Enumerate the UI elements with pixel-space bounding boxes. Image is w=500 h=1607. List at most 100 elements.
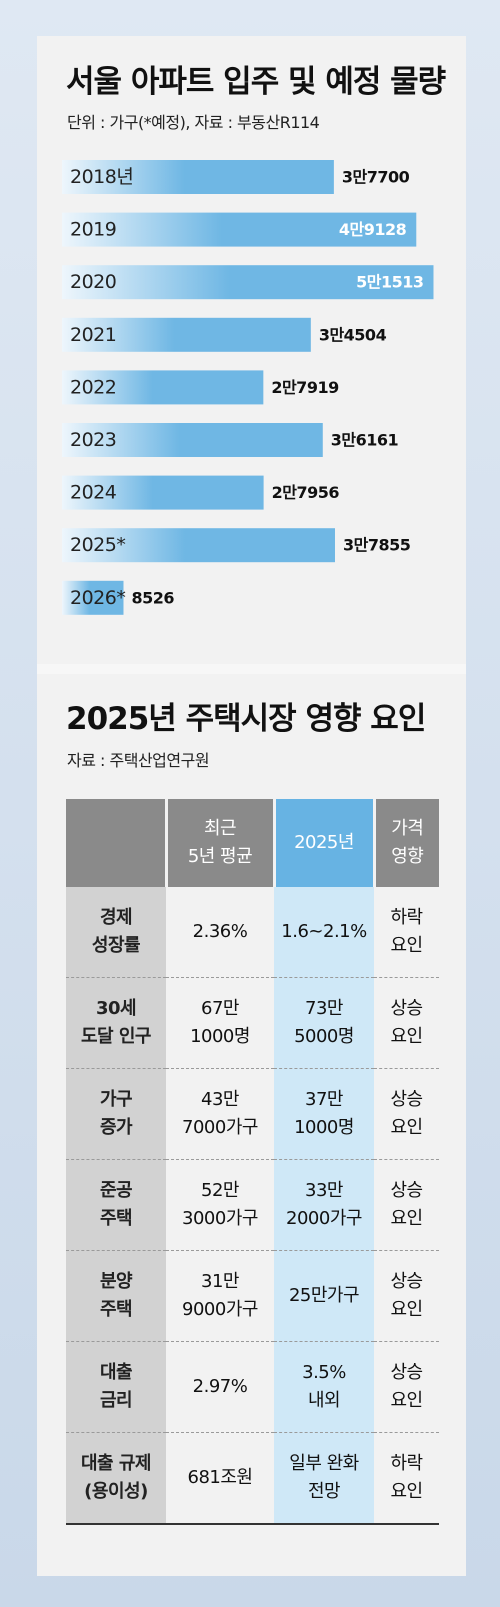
table-cell: 37만 1000명 [274, 1068, 374, 1160]
cell-text: 3.5% [302, 1362, 346, 1383]
value-label: 5만1513 [356, 273, 423, 292]
category-label: 2019 [70, 219, 116, 241]
row-label: 경제 성장률 [66, 887, 166, 978]
cell-text: 33만 [305, 1180, 343, 1201]
table-cell: 일부 완화 전망 [274, 1432, 374, 1524]
cell-text: 도달 인구 [80, 1026, 152, 1047]
cell-text: 상승 [390, 1180, 423, 1201]
value-label: 3만4504 [319, 325, 387, 344]
table-row: 대출 금리 2.97% 3.5% 내외 상승 요인 [66, 1341, 439, 1433]
table-cell: 2.97% [166, 1342, 274, 1433]
table-title: 2025년 주택시장 영향 요인 [66, 701, 426, 737]
bar-3 [62, 317, 311, 352]
cell-text: 67만 [201, 998, 239, 1019]
chart-subtitle: 단위 : 가구(*예정), 자료 : 부동산R114 [67, 113, 320, 132]
cell-text: 요인 [390, 1208, 423, 1229]
cell-text: 37만 [305, 1089, 343, 1110]
table-row: 경제 성장률 2.36% 1.6~2.1% 하락 요인 [66, 887, 439, 978]
value-label: 2만7919 [271, 378, 339, 397]
cell-text: 2.36% [192, 921, 248, 942]
value-label: 8526 [131, 588, 174, 607]
cell-text: 최근 [203, 818, 237, 839]
cell-text: 상승 [390, 1089, 423, 1110]
cell-text: 30세 [95, 998, 137, 1019]
table-cell: 67만 1000명 [166, 978, 274, 1069]
cell-text: 31만 [201, 1271, 239, 1292]
cell-text: 주택 [99, 1299, 133, 1320]
cell-text: 25만가구 [288, 1285, 360, 1306]
cell-text: 2025년 [294, 832, 354, 853]
cell-text: 1000명 [190, 1026, 250, 1047]
cell-text: 분양 [99, 1271, 133, 1292]
cell-text: 요인 [390, 935, 423, 956]
cell-text: 5000명 [294, 1026, 354, 1047]
cell-text: 요인 [390, 1026, 423, 1047]
row-label: 준공 주택 [66, 1159, 166, 1251]
header-blank [66, 799, 166, 887]
cell-text: (용이성) [84, 1481, 148, 1502]
table-cell: 2.36% [166, 887, 274, 978]
cell-text: 상승 [390, 998, 423, 1019]
cell-text: 일부 완화 [289, 1453, 359, 1474]
cell-text: 요인 [390, 1299, 423, 1320]
value-label: 2만7956 [272, 483, 340, 502]
category-label: 2018년 [70, 166, 133, 188]
bar-4 [62, 370, 264, 405]
table-cell: 상승 요인 [374, 1342, 439, 1433]
cell-text: 내외 [307, 1390, 341, 1411]
value-label: 3만7700 [342, 168, 410, 187]
infographic-card: 서울 아파트 입주 및 예정 물량 단위 : 가구(*예정), 자료 : 부동산… [37, 36, 466, 1576]
table-cell: 하락 요인 [374, 1433, 439, 1525]
section-divider [37, 664, 466, 674]
cell-text: 1000명 [294, 1117, 354, 1138]
cell-text: 가격 [391, 818, 424, 839]
table-cell: 하락 요인 [374, 887, 439, 978]
category-label: 2021 [70, 324, 116, 346]
cell-text: 상승 [390, 1362, 423, 1383]
cell-text: 증가 [99, 1117, 133, 1138]
bar-0 [62, 160, 334, 194]
cell-text: 52만 [201, 1180, 239, 1201]
cell-text: 2.97% [192, 1376, 248, 1397]
cell-text: 9000가구 [182, 1299, 258, 1320]
cell-text: 5년 평균 [187, 846, 253, 867]
table-cell: 3.5% 내외 [274, 1341, 374, 1433]
cell-text: 준공 [99, 1180, 133, 1201]
bar-1 [62, 212, 417, 247]
header-2025: 2025년 [272, 799, 374, 887]
chart-title: 서울 아파트 입주 및 예정 물량 [66, 64, 446, 100]
table-cell: 25만가구 [274, 1250, 374, 1342]
cell-text: 금리 [99, 1390, 133, 1411]
cell-text: 3000가구 [182, 1208, 258, 1229]
table-cell: 상승 요인 [374, 1069, 439, 1160]
cell-text: 가구 [99, 1089, 133, 1110]
bar-8 [62, 580, 124, 615]
category-label: 2023 [70, 429, 116, 451]
cell-text: 73만 [305, 998, 343, 1019]
bar-5 [62, 423, 323, 457]
table-body: 경제 성장률 2.36% 1.6~2.1% 하락 요인 30세 도달 인구 67만 1000명 73… [66, 887, 439, 1524]
table-cell: 52만 3000가구 [166, 1160, 274, 1251]
bar-6 [62, 475, 264, 510]
header-price-effect: 가격 영향 [372, 799, 439, 887]
table-cell: 33만 2000가구 [274, 1159, 374, 1251]
cell-text: 경제 [99, 907, 133, 928]
category-label: 2025* [70, 534, 125, 556]
factors-table: 최근 5년 평균 2025년 가격 영향 경제 성장률 2.36% 1.6~2.1% 하락 요인 3… [66, 799, 439, 1525]
category-label: 2026* [70, 587, 125, 609]
table-source: 자료 : 주택산업연구원 [67, 751, 210, 770]
cell-text: 하락 [390, 1453, 423, 1474]
cell-text: 상승 [390, 1271, 423, 1292]
cell-text: 대출 규제 [80, 1453, 152, 1474]
category-label: 2020 [70, 271, 116, 293]
table-cell: 73만 5000명 [274, 977, 374, 1069]
row-label: 대출 규제 (용이성) [66, 1432, 166, 1524]
value-label: 3만7855 [343, 536, 411, 555]
category-label: 2024 [70, 482, 117, 504]
